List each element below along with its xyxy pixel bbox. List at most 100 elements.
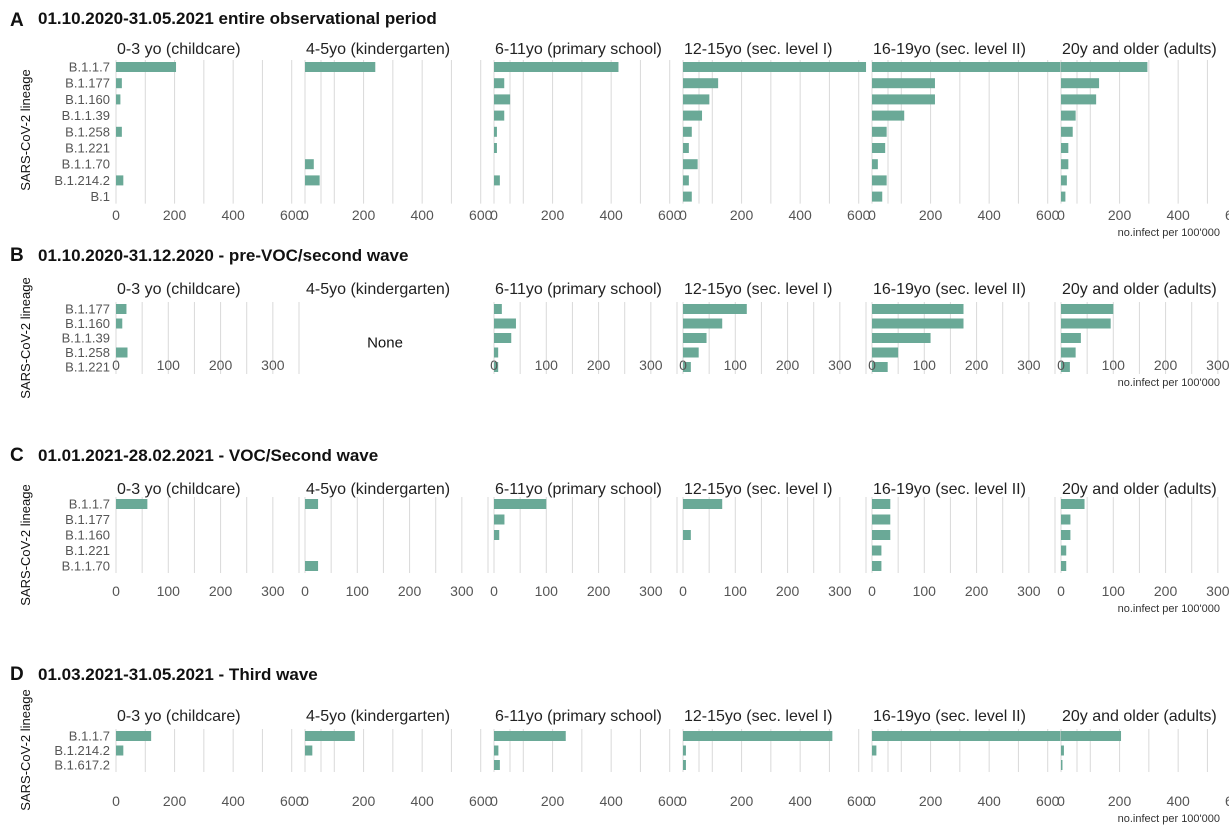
bar	[872, 362, 888, 372]
bar	[1061, 175, 1067, 186]
x-tick-label: 600	[847, 207, 871, 223]
bar	[116, 731, 152, 741]
x-tick-label: 0	[112, 357, 120, 373]
x-tick-label: 200	[965, 357, 989, 373]
category-label: B.1.258	[65, 124, 110, 139]
bar	[683, 159, 698, 170]
bar	[494, 514, 505, 525]
category-label: B.1.160	[65, 92, 110, 107]
x-tick-label: 200	[1108, 793, 1132, 809]
bar	[116, 304, 127, 314]
x-tick-label: 100	[157, 357, 181, 373]
bar	[494, 94, 511, 105]
bar	[1061, 545, 1067, 556]
x-tick-label: 0	[679, 583, 687, 599]
category-label: B.1.221	[65, 360, 110, 375]
facet-title: 16-19yo (sec. level II)	[873, 281, 1026, 298]
facet-title: 16-19yo (sec. level II)	[873, 708, 1026, 725]
x-tick-label: 200	[398, 583, 422, 599]
x-tick-label: 100	[535, 357, 559, 373]
x-tick-label: 400	[788, 207, 812, 223]
bar	[1061, 191, 1066, 202]
bar	[494, 333, 512, 343]
facet-title: 20y and older (adults)	[1062, 41, 1217, 58]
bar	[116, 78, 122, 89]
panel-letter: A	[10, 10, 24, 31]
x-tick-label: 600	[280, 207, 304, 223]
bar	[116, 318, 123, 329]
x-tick-label: 0	[1057, 357, 1065, 373]
facet-title: 12-15yo (sec. level I)	[684, 281, 833, 298]
x-tick-label: 200	[209, 583, 233, 599]
bar	[872, 143, 886, 153]
x-tick-label: 100	[1102, 357, 1126, 373]
x-tick-label: 100	[346, 583, 370, 599]
category-label: B.1.221	[65, 141, 110, 156]
x-tick-label: 400	[788, 793, 812, 809]
x-tick-label: 0	[490, 583, 498, 599]
facet-title: 6-11yo (primary school)	[495, 281, 662, 298]
x-tick-label: 600	[1036, 207, 1060, 223]
bar	[494, 731, 566, 741]
bar	[1061, 745, 1064, 756]
x-tick-label: 400	[599, 793, 623, 809]
bar	[872, 499, 891, 509]
x-tick-label: 300	[828, 583, 852, 599]
x-tick-label: 600	[658, 793, 682, 809]
bar	[1061, 530, 1071, 540]
bar	[1061, 110, 1076, 121]
bar	[116, 175, 124, 186]
x-tick-label: 200	[587, 583, 611, 599]
x-tick-label: 0	[490, 357, 498, 373]
category-label: B.1.214.2	[54, 173, 110, 188]
panel-letter: B	[10, 245, 24, 266]
bar	[305, 175, 320, 186]
y-axis-label: SARS-CoV-2 lineage	[18, 69, 33, 190]
bar	[1061, 514, 1071, 525]
x-tick-label: 200	[776, 583, 800, 599]
category-label: B.1.177	[65, 302, 110, 317]
x-tick-label: 100	[157, 583, 181, 599]
x-tick-label: 0	[301, 583, 309, 599]
category-label: B.1.258	[65, 345, 110, 360]
bar	[494, 499, 547, 509]
x-tick-label: 200	[352, 793, 376, 809]
bar	[1061, 143, 1069, 153]
x-tick-label: 200	[730, 793, 754, 809]
category-label: B.1.177	[65, 512, 110, 527]
category-label: B.1.1.39	[62, 331, 110, 346]
category-label: B.1.160	[65, 316, 110, 331]
bar	[305, 159, 314, 170]
x-tick-label: 600	[1225, 207, 1229, 223]
x-tick-label: 0	[301, 207, 309, 223]
x-tick-label: 0	[868, 583, 876, 599]
x-tick-label: 0	[868, 207, 876, 223]
bar	[305, 499, 319, 509]
bar	[494, 62, 619, 72]
facet-title: 20y and older (adults)	[1062, 708, 1217, 725]
bar	[305, 561, 319, 571]
x-tick-label: 200	[209, 357, 233, 373]
bar	[683, 530, 691, 540]
bar	[1061, 333, 1081, 343]
bar	[1061, 561, 1067, 571]
bar	[872, 731, 1066, 741]
x-tick-label: 300	[1206, 583, 1229, 599]
x-tick-label: 600	[469, 207, 493, 223]
x-tick-label: 200	[163, 793, 187, 809]
category-label: B.1.1.7	[69, 497, 110, 512]
bar	[683, 191, 692, 202]
x-tick-label: 200	[541, 207, 565, 223]
bar	[1061, 159, 1069, 170]
bar	[683, 745, 686, 756]
bar	[872, 94, 935, 105]
bar	[494, 304, 502, 314]
x-tick-label: 100	[724, 583, 748, 599]
x-tick-label: 600	[280, 793, 304, 809]
x-tick-label: 0	[868, 793, 876, 809]
x-axis-unit-label: no.infect per 100'000	[1118, 813, 1220, 825]
bar	[1061, 78, 1100, 89]
facet-title: 4-5yo (kindergarten)	[306, 481, 450, 498]
x-tick-label: 0	[1057, 583, 1065, 599]
